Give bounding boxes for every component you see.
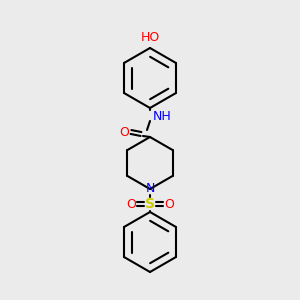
Text: O: O	[119, 125, 129, 139]
Text: O: O	[126, 197, 136, 211]
Text: O: O	[164, 197, 174, 211]
Text: NH: NH	[153, 110, 172, 122]
Text: HO: HO	[140, 31, 160, 44]
Text: S: S	[145, 197, 155, 211]
Text: N: N	[145, 182, 155, 196]
